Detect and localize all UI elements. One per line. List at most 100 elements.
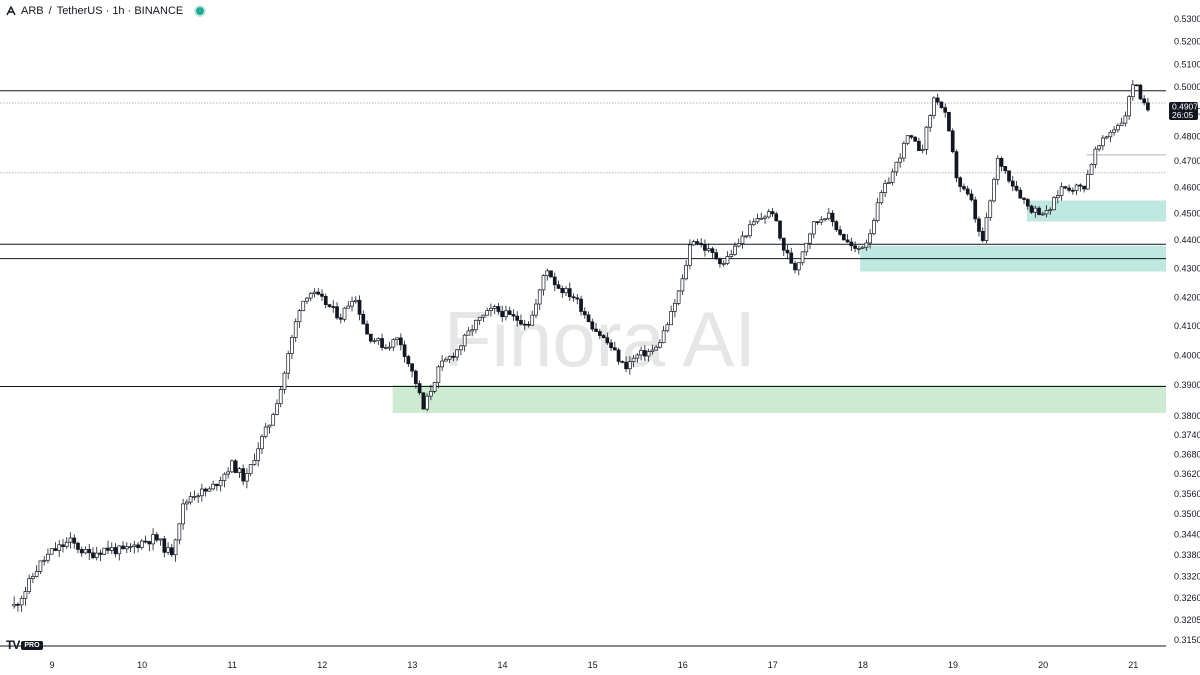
bullish-candle[interactable]	[1074, 183, 1079, 196]
bullish-candle[interactable]	[1055, 190, 1060, 204]
bearish-candle[interactable]	[1146, 97, 1150, 112]
bearish-candle[interactable]	[357, 295, 362, 321]
bearish-candle[interactable]	[233, 459, 238, 474]
bullish-candle[interactable]	[440, 355, 444, 371]
bullish-candle[interactable]	[1101, 134, 1105, 151]
bullish-candle[interactable]	[1097, 145, 1101, 152]
bullish-candle[interactable]	[308, 291, 313, 302]
bullish-candle[interactable]	[883, 179, 887, 198]
bullish-candle[interactable]	[537, 288, 542, 310]
bearish-candle[interactable]	[958, 176, 963, 193]
bullish-candle[interactable]	[928, 114, 933, 132]
bullish-candle[interactable]	[177, 523, 182, 545]
bullish-candle[interactable]	[721, 260, 726, 267]
bearish-candle[interactable]	[316, 288, 321, 296]
bullish-candle[interactable]	[489, 303, 493, 317]
bullish-candle[interactable]	[252, 453, 257, 466]
bullish-candle[interactable]	[879, 189, 884, 205]
bearish-candle[interactable]	[718, 257, 722, 268]
bullish-candle[interactable]	[1119, 117, 1124, 126]
bullish-candle[interactable]	[744, 235, 749, 239]
bullish-candle[interactable]	[68, 532, 73, 549]
bearish-candle[interactable]	[361, 310, 366, 325]
bearish-candle[interactable]	[496, 302, 501, 315]
bullish-candle[interactable]	[447, 355, 452, 364]
bullish-candle[interactable]	[680, 274, 685, 295]
bullish-candle[interactable]	[823, 218, 827, 222]
bearish-candle[interactable]	[909, 134, 914, 140]
bearish-candle[interactable]	[98, 549, 103, 561]
bullish-candle[interactable]	[46, 548, 50, 564]
bullish-candle[interactable]	[1048, 207, 1053, 215]
bearish-candle[interactable]	[567, 282, 572, 301]
bullish-candle[interactable]	[282, 371, 287, 394]
bullish-candle[interactable]	[894, 161, 899, 176]
bearish-candle[interactable]	[16, 602, 20, 612]
bullish-candle[interactable]	[218, 476, 223, 492]
bullish-candle[interactable]	[1085, 169, 1090, 190]
bearish-candle[interactable]	[169, 543, 174, 557]
bullish-candle[interactable]	[1123, 111, 1128, 127]
bearish-candle[interactable]	[76, 541, 80, 554]
bullish-candle[interactable]	[275, 399, 279, 416]
bearish-candle[interactable]	[789, 247, 794, 264]
bearish-candle[interactable]	[421, 392, 426, 410]
bullish-candle[interactable]	[391, 338, 396, 351]
bullish-candle[interactable]	[312, 288, 317, 298]
bullish-candle[interactable]	[736, 238, 741, 248]
bullish-candle[interactable]	[804, 242, 809, 256]
bearish-candle[interactable]	[579, 295, 583, 316]
bullish-candle[interactable]	[387, 341, 392, 351]
bullish-candle[interactable]	[38, 560, 43, 575]
bullish-candle[interactable]	[158, 538, 163, 546]
bearish-candle[interactable]	[954, 149, 959, 183]
bullish-candle[interactable]	[639, 346, 643, 361]
candle-layer[interactable]	[12, 80, 1150, 612]
bearish-candle[interactable]	[620, 360, 625, 364]
bullish-candle[interactable]	[383, 344, 388, 350]
bullish-candle[interactable]	[1040, 211, 1045, 216]
bearish-candle[interactable]	[507, 306, 512, 316]
bullish-candle[interactable]	[444, 356, 448, 362]
bullish-candle[interactable]	[350, 296, 354, 312]
bearish-candle[interactable]	[1029, 204, 1034, 214]
bullish-candle[interactable]	[1104, 135, 1109, 140]
bullish-candle[interactable]	[631, 354, 636, 368]
bearish-candle[interactable]	[962, 183, 966, 192]
bullish-candle[interactable]	[984, 212, 989, 244]
bullish-candle[interactable]	[1112, 126, 1116, 136]
bullish-candle[interactable]	[759, 212, 764, 220]
bullish-candle[interactable]	[459, 344, 463, 356]
bearish-candle[interactable]	[410, 363, 414, 378]
bullish-candle[interactable]	[872, 218, 876, 236]
bullish-candle[interactable]	[117, 545, 122, 561]
bearish-candle[interactable]	[61, 539, 65, 553]
bullish-candle[interactable]	[740, 231, 745, 249]
bearish-candle[interactable]	[338, 313, 343, 324]
bearish-candle[interactable]	[778, 220, 782, 241]
bearish-candle[interactable]	[1082, 185, 1086, 193]
bearish-candle[interactable]	[714, 248, 719, 261]
bearish-candle[interactable]	[203, 487, 208, 497]
bullish-candle[interactable]	[902, 141, 906, 162]
bullish-candle[interactable]	[297, 309, 302, 328]
bearish-candle[interactable]	[241, 464, 246, 486]
bearish-candle[interactable]	[1142, 95, 1147, 106]
bearish-candle[interactable]	[331, 300, 336, 313]
bearish-candle[interactable]	[526, 321, 531, 328]
bearish-candle[interactable]	[414, 369, 418, 389]
bearish-candle[interactable]	[162, 535, 167, 558]
tradingview-logo[interactable]: TV PRO	[6, 638, 43, 652]
bearish-candle[interactable]	[830, 210, 835, 227]
bearish-candle[interactable]	[79, 546, 84, 557]
bearish-candle[interactable]	[999, 156, 1004, 172]
bullish-candle[interactable]	[173, 538, 178, 562]
bullish-candle[interactable]	[34, 565, 39, 578]
bullish-candle[interactable]	[230, 459, 234, 474]
bullish-candle[interactable]	[905, 135, 910, 146]
bullish-candle[interactable]	[661, 325, 666, 344]
bearish-candle[interactable]	[323, 293, 328, 309]
bullish-candle[interactable]	[1116, 123, 1120, 133]
bearish-candle[interactable]	[838, 225, 842, 237]
bearish-candle[interactable]	[91, 547, 95, 560]
